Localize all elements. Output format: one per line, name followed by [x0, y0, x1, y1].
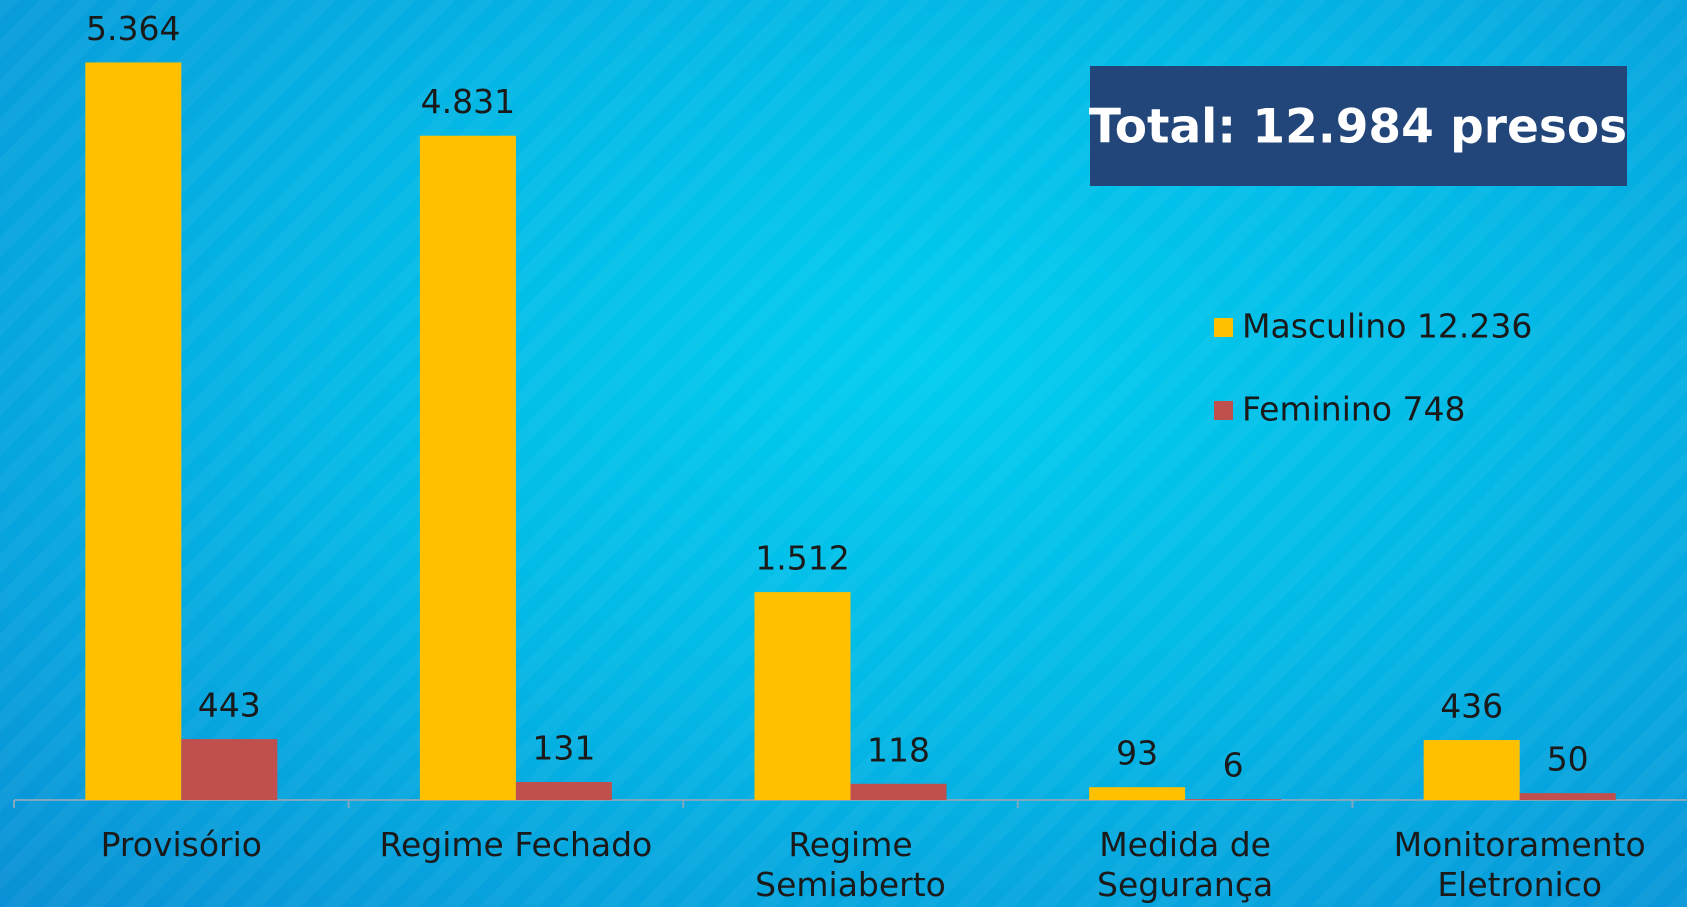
x-tick-label: Regime Fechado	[379, 825, 653, 864]
total-box	[1090, 66, 1627, 186]
bar	[1089, 787, 1186, 800]
value-label: 118	[867, 730, 930, 769]
x-tick-label: Provisório	[100, 825, 262, 864]
bar	[419, 135, 516, 801]
bar	[1185, 799, 1282, 800]
value-label: 6	[1223, 746, 1244, 785]
value-label: 1.512	[755, 539, 849, 578]
value-label: 443	[198, 686, 261, 725]
bar	[181, 739, 278, 800]
x-tick-label: Medida de Segurança	[1097, 825, 1274, 904]
legend-swatch	[1214, 318, 1233, 337]
legend-label: Feminino 748	[1242, 390, 1465, 429]
value-label: 4.831	[421, 82, 515, 121]
bar	[850, 783, 947, 800]
bar	[515, 781, 612, 800]
value-label: 131	[532, 728, 595, 767]
legend-swatch	[1214, 401, 1233, 420]
bar	[1423, 740, 1520, 800]
legend-label: Masculino 12.236	[1242, 307, 1532, 346]
value-label: 93	[1116, 734, 1158, 773]
x-tick-label: Regime Semiaberto	[755, 825, 946, 904]
total-annotation: Total: 12.984 presos	[1089, 100, 1627, 155]
bar	[754, 592, 851, 800]
bar	[85, 62, 182, 800]
value-label: 436	[1440, 687, 1503, 726]
value-label: 50	[1547, 740, 1589, 779]
bar	[1519, 793, 1616, 800]
x-tick-label: Monitoramento Eletronico	[1393, 825, 1646, 904]
value-label: 5.364	[86, 9, 180, 48]
